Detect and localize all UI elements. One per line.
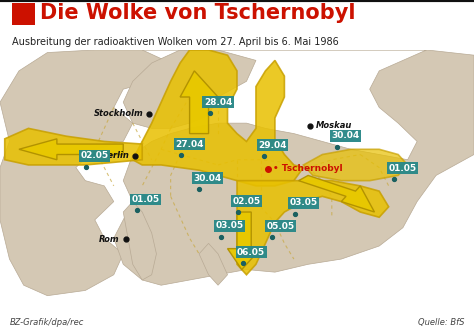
- Text: 01.05: 01.05: [132, 195, 160, 204]
- Text: 29.04: 29.04: [258, 141, 287, 150]
- Text: • Tschernobyl: • Tschernobyl: [273, 165, 342, 173]
- Text: 06.05: 06.05: [237, 248, 265, 257]
- Text: Rom: Rom: [99, 235, 120, 244]
- Polygon shape: [299, 175, 374, 212]
- Text: Ausbreitung der radioaktiven Wolken vom 27. April bis 6. Mai 1986: Ausbreitung der radioaktiven Wolken vom …: [12, 37, 338, 47]
- Polygon shape: [0, 50, 171, 296]
- Text: Moskau: Moskau: [316, 121, 353, 130]
- Polygon shape: [133, 50, 303, 186]
- Polygon shape: [199, 243, 228, 285]
- Text: Stockholm: Stockholm: [94, 110, 144, 119]
- Polygon shape: [228, 212, 261, 269]
- Polygon shape: [237, 180, 389, 275]
- FancyBboxPatch shape: [12, 3, 35, 25]
- Polygon shape: [5, 128, 142, 165]
- Text: 01.05: 01.05: [389, 164, 417, 172]
- Polygon shape: [19, 139, 123, 160]
- Polygon shape: [123, 201, 156, 280]
- Polygon shape: [303, 149, 408, 180]
- Polygon shape: [114, 50, 474, 285]
- Text: BZ-Grafik/dpa/rec: BZ-Grafik/dpa/rec: [9, 318, 84, 327]
- Text: 27.04: 27.04: [175, 140, 204, 149]
- Text: Berlin: Berlin: [101, 151, 129, 160]
- Text: 30.04: 30.04: [193, 173, 222, 182]
- Polygon shape: [180, 71, 218, 134]
- Text: Die Wolke von Tschernobyl: Die Wolke von Tschernobyl: [40, 3, 356, 23]
- Text: 28.04: 28.04: [204, 98, 232, 107]
- Text: 02.05: 02.05: [81, 151, 109, 160]
- Text: 02.05: 02.05: [232, 196, 260, 205]
- Text: 30.04: 30.04: [332, 131, 360, 140]
- Polygon shape: [123, 50, 256, 128]
- Text: 03.05: 03.05: [289, 198, 317, 207]
- Text: 03.05: 03.05: [216, 221, 244, 230]
- Text: Quelle: BfS: Quelle: BfS: [418, 318, 465, 327]
- Text: 05.05: 05.05: [266, 222, 294, 231]
